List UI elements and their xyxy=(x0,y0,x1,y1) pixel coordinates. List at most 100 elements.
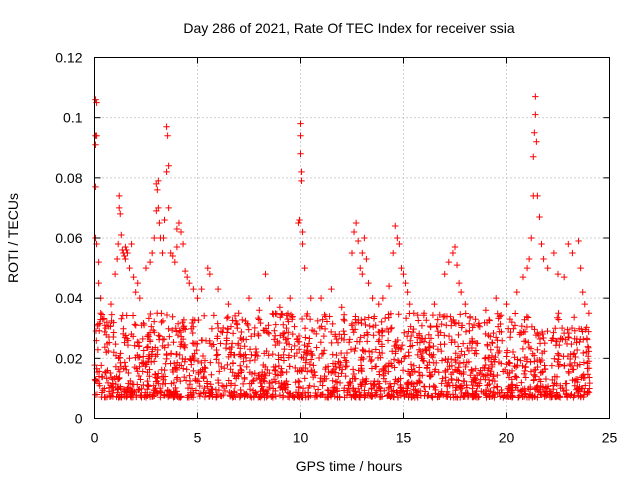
data-point xyxy=(565,240,572,248)
data-point-baseline xyxy=(323,318,331,325)
data-point-baseline xyxy=(268,393,275,400)
data-point-baseline xyxy=(98,311,106,318)
data-point-baseline xyxy=(365,314,372,321)
data-point-baseline xyxy=(295,383,302,391)
data-point-baseline xyxy=(152,353,159,360)
data-point-baseline xyxy=(426,344,434,351)
data-point-baseline xyxy=(126,385,134,392)
data-point-baseline xyxy=(168,392,176,399)
data-point-baseline xyxy=(246,369,254,376)
data-point-baseline xyxy=(372,363,379,371)
data-point-baseline xyxy=(239,380,247,388)
data-point-baseline xyxy=(584,388,591,395)
data-point-baseline xyxy=(105,339,113,346)
data-point-baseline xyxy=(248,333,255,340)
data-point-baseline xyxy=(450,316,457,324)
data-point-baseline xyxy=(543,392,550,399)
data-point-baseline xyxy=(194,357,202,365)
data-point-baseline xyxy=(219,329,226,336)
data-point-baseline xyxy=(229,369,236,376)
data-point-baseline xyxy=(395,359,403,366)
data-point-baseline xyxy=(368,356,375,364)
data-point-baseline xyxy=(192,377,199,384)
data-point-baseline xyxy=(408,394,415,401)
data-point xyxy=(148,249,156,257)
data-point-baseline xyxy=(442,368,449,376)
data-point-baseline xyxy=(563,394,571,401)
data-point-baseline xyxy=(371,381,378,388)
data-point-baseline xyxy=(349,366,357,373)
data-point-baseline xyxy=(272,378,279,385)
data-point-baseline xyxy=(296,367,303,374)
data-point-baseline xyxy=(362,321,369,329)
data-point xyxy=(165,204,172,212)
data-point-baseline xyxy=(531,393,538,400)
data-point-baseline xyxy=(110,329,117,336)
data-point-baseline xyxy=(350,329,357,336)
data-point-baseline xyxy=(414,387,422,395)
data-point-baseline xyxy=(511,373,519,380)
data-point-baseline xyxy=(308,326,316,334)
data-point-baseline xyxy=(352,393,359,401)
data-point-baseline xyxy=(401,353,409,360)
data-point-baseline xyxy=(468,344,476,352)
data-point-baseline xyxy=(146,391,153,398)
data-point-baseline xyxy=(488,393,496,400)
data-point-baseline xyxy=(221,387,229,395)
data-point-baseline xyxy=(564,326,571,333)
data-point-baseline xyxy=(504,389,511,396)
data-point-baseline xyxy=(430,342,437,350)
data-point xyxy=(111,270,119,278)
data-point-baseline xyxy=(304,350,311,357)
data-point-baseline xyxy=(513,382,521,389)
data-point-baseline xyxy=(269,394,277,401)
data-point-baseline xyxy=(454,354,461,361)
data-point-baseline xyxy=(197,390,205,397)
data-point-baseline xyxy=(525,339,532,346)
data-point-baseline xyxy=(556,393,564,400)
data-point-baseline xyxy=(467,372,474,379)
data-point-baseline xyxy=(357,356,365,364)
data-point-baseline xyxy=(117,384,124,392)
data-point-baseline xyxy=(359,346,366,354)
data-point-baseline xyxy=(527,358,534,366)
data-point-baseline xyxy=(241,374,248,382)
data-point-baseline xyxy=(349,385,357,392)
data-point-baseline xyxy=(280,392,287,399)
data-point-baseline xyxy=(177,338,185,346)
data-point-baseline xyxy=(438,347,445,355)
data-point-baseline xyxy=(132,322,139,329)
data-point-baseline xyxy=(346,379,353,386)
data-point-baseline xyxy=(108,311,115,318)
data-point-baseline xyxy=(285,318,292,325)
data-point-baseline xyxy=(321,325,329,333)
data-point-baseline xyxy=(361,332,368,339)
data-point-baseline xyxy=(224,361,231,369)
data-point-baseline xyxy=(168,350,175,357)
data-point-baseline xyxy=(305,393,312,400)
data-point-baseline xyxy=(255,332,262,339)
data-point-baseline xyxy=(548,362,556,369)
data-point xyxy=(379,294,387,302)
data-point xyxy=(538,240,545,248)
data-point-baseline xyxy=(182,326,189,333)
data-point-baseline xyxy=(94,346,102,354)
data-point xyxy=(206,270,214,278)
data-point-baseline xyxy=(343,392,351,399)
data-point-baseline xyxy=(163,391,171,398)
data-point xyxy=(142,264,150,272)
data-point xyxy=(134,279,141,287)
data-point xyxy=(299,228,306,236)
data-point-baseline xyxy=(292,364,299,372)
data-point-baseline xyxy=(174,359,181,366)
data-point-baseline xyxy=(555,352,563,359)
data-point-baseline xyxy=(201,368,208,376)
data-point-baseline xyxy=(356,392,364,399)
data-point-baseline xyxy=(554,358,561,366)
data-point-baseline xyxy=(241,343,248,350)
data-point xyxy=(350,228,358,236)
data-point xyxy=(173,225,181,233)
data-point-baseline xyxy=(119,312,126,319)
data-point-baseline xyxy=(371,313,378,320)
data-point-baseline xyxy=(127,393,135,401)
